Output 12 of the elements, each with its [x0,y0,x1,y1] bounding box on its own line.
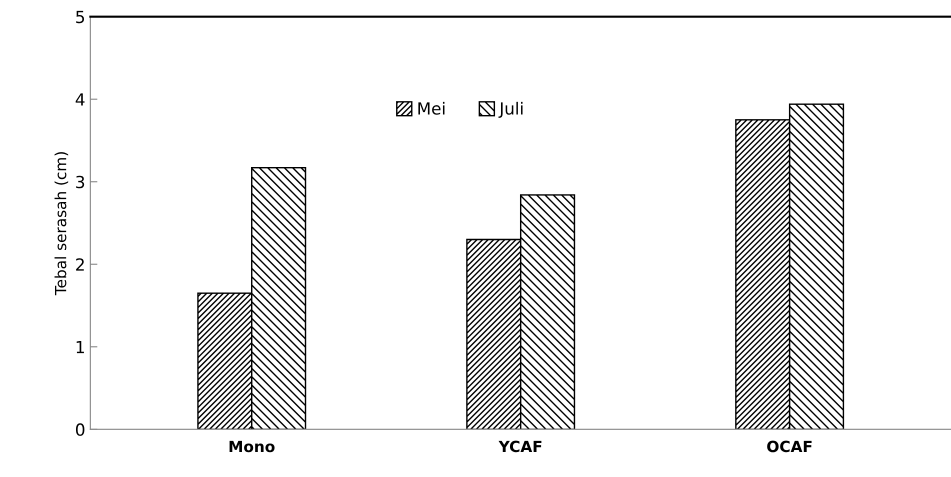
x-tick-label: YCAF [498,440,542,452]
y-tick-label: 3 [76,176,84,188]
y-tick-label: 1 [76,340,84,354]
y-tick-label: 5 [76,10,84,24]
y-tick-label: 0 [76,423,84,436]
y-tick-label: 2 [76,258,84,271]
x-tick-label: Mono [230,440,275,452]
legend-label: Juli [498,102,523,118]
y-tick-label: 4 [76,93,85,106]
legend-label: Mei [418,102,444,115]
y-axis-title: Tebal serasah (cm) [54,152,68,296]
x-tick-label: OCAF [767,440,812,452]
